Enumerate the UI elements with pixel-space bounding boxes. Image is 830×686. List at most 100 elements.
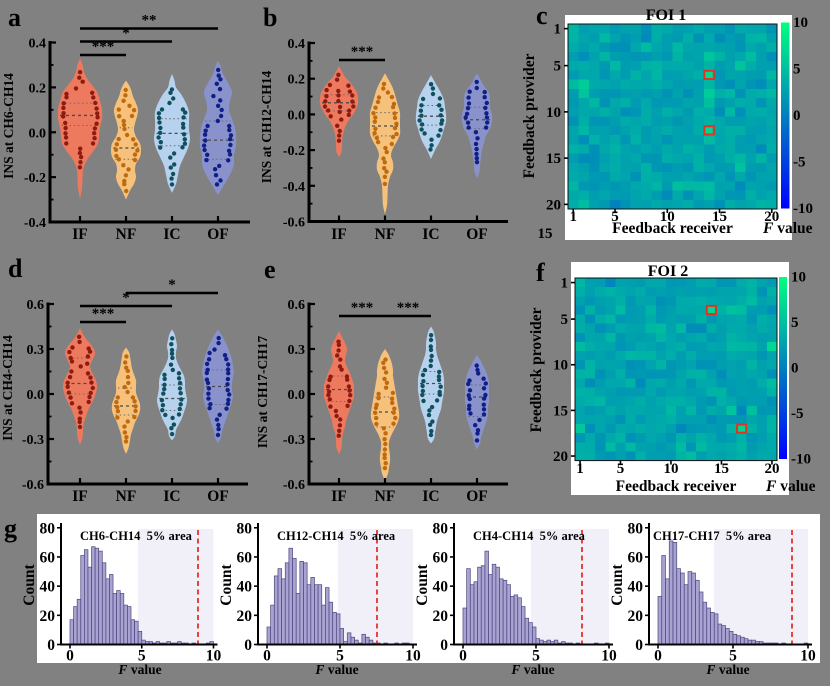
- svg-text:IC: IC: [422, 226, 439, 243]
- svg-text:***: ***: [351, 44, 374, 60]
- svg-text:Count: Count: [21, 563, 38, 605]
- svg-text:F value: F value: [117, 662, 161, 677]
- svg-text:60: 60: [40, 549, 56, 566]
- svg-text:40: 40: [433, 579, 449, 596]
- svg-text:1: 1: [554, 22, 562, 38]
- svg-text:-0.4: -0.4: [283, 180, 305, 195]
- svg-text:60: 60: [628, 549, 644, 566]
- svg-text:15: 15: [712, 209, 727, 225]
- svg-text:0.0: 0.0: [288, 388, 306, 403]
- svg-text:-0.4: -0.4: [24, 216, 46, 231]
- svg-text:20: 20: [433, 608, 449, 625]
- svg-text:10: 10: [601, 648, 617, 665]
- svg-text:0: 0: [440, 637, 448, 654]
- svg-text:IC: IC: [163, 488, 180, 505]
- svg-text:20: 20: [764, 461, 779, 477]
- svg-text:0: 0: [459, 648, 467, 665]
- svg-text:CH6-CH14 5% area: CH6-CH14 5% area: [80, 529, 193, 543]
- svg-text:1: 1: [561, 276, 569, 292]
- svg-text:5: 5: [611, 209, 619, 225]
- svg-text:5: 5: [561, 312, 569, 328]
- svg-text:IF: IF: [72, 226, 88, 243]
- svg-text:Count: Count: [609, 563, 626, 605]
- svg-text:80: 80: [237, 520, 253, 537]
- svg-text:*: *: [168, 277, 176, 293]
- svg-text:-10: -10: [793, 201, 813, 217]
- svg-text:NF: NF: [375, 488, 396, 505]
- svg-text:40: 40: [628, 579, 644, 596]
- svg-text:5: 5: [138, 648, 146, 665]
- svg-text:-0.2: -0.2: [24, 171, 46, 186]
- svg-text:***: ***: [92, 39, 115, 55]
- svg-text:FOI 1: FOI 1: [646, 7, 686, 24]
- svg-text:b: b: [263, 3, 277, 32]
- svg-text:20: 20: [553, 449, 568, 465]
- svg-text:IF: IF: [331, 226, 347, 243]
- svg-text:f: f: [536, 258, 545, 287]
- svg-text:0.0: 0.0: [27, 388, 45, 403]
- svg-text:OF: OF: [466, 488, 488, 505]
- svg-text:5: 5: [793, 62, 801, 78]
- svg-text:IF: IF: [72, 488, 88, 505]
- svg-text:60: 60: [433, 549, 449, 566]
- svg-text:a: a: [8, 3, 21, 32]
- svg-text:10: 10: [553, 358, 568, 374]
- svg-text:20: 20: [40, 608, 56, 625]
- svg-text:IC: IC: [422, 488, 439, 505]
- svg-text:e: e: [264, 255, 276, 284]
- svg-text:60: 60: [237, 549, 253, 566]
- svg-text:5: 5: [617, 461, 625, 477]
- svg-text:Count: Count: [414, 563, 431, 605]
- svg-text:10: 10: [800, 648, 816, 665]
- svg-text:80: 80: [40, 520, 56, 537]
- svg-text:0: 0: [47, 637, 55, 654]
- svg-text:OF: OF: [466, 226, 488, 243]
- svg-text:IF: IF: [331, 488, 347, 505]
- svg-text:0.3: 0.3: [27, 343, 45, 358]
- svg-text:0.2: 0.2: [29, 81, 47, 96]
- svg-text:5: 5: [336, 648, 344, 665]
- svg-text:0.3: 0.3: [288, 343, 306, 358]
- svg-text:40: 40: [40, 579, 56, 596]
- svg-text:0.0: 0.0: [29, 126, 47, 141]
- svg-text:0.6: 0.6: [288, 298, 306, 313]
- svg-text:0: 0: [654, 648, 662, 665]
- svg-text:15: 15: [714, 461, 729, 477]
- svg-text:CH4-CH14 5% area: CH4-CH14 5% area: [473, 529, 586, 543]
- svg-text:15: 15: [553, 403, 568, 419]
- svg-text:10: 10: [791, 270, 806, 286]
- svg-text:0.6: 0.6: [27, 298, 45, 313]
- svg-text:F value: F value: [762, 220, 813, 237]
- svg-text:***: ***: [351, 300, 374, 316]
- svg-text:*: *: [122, 26, 130, 42]
- svg-text:0: 0: [244, 637, 252, 654]
- svg-text:0.0: 0.0: [288, 108, 306, 123]
- svg-text:5: 5: [554, 59, 562, 75]
- svg-text:OF: OF: [207, 226, 229, 243]
- svg-text:0: 0: [263, 648, 271, 665]
- svg-text:0: 0: [793, 108, 801, 124]
- svg-text:20: 20: [237, 608, 253, 625]
- svg-text:INS at CH6-CH14: INS at CH6-CH14: [1, 73, 16, 179]
- svg-text:Feedback provider: Feedback provider: [521, 53, 538, 178]
- svg-text:NF: NF: [116, 488, 137, 505]
- svg-text:F value: F value: [314, 662, 358, 677]
- svg-text:-0.3: -0.3: [283, 433, 305, 448]
- svg-text:*: *: [122, 290, 130, 306]
- svg-text:-0.3: -0.3: [22, 433, 44, 448]
- svg-text:-0.6: -0.6: [283, 478, 305, 493]
- svg-text:5: 5: [791, 315, 799, 331]
- svg-text:-0.6: -0.6: [283, 216, 305, 231]
- svg-text:IC: IC: [163, 226, 180, 243]
- svg-text:d: d: [8, 254, 23, 283]
- svg-text:0.4: 0.4: [288, 37, 306, 52]
- svg-text:-0.2: -0.2: [283, 144, 305, 159]
- svg-text:CH17-CH17 5% area: CH17-CH17 5% area: [653, 529, 772, 543]
- svg-text:20: 20: [764, 209, 779, 225]
- svg-text:c: c: [536, 1, 548, 30]
- svg-text:Feedback provider: Feedback provider: [528, 307, 545, 432]
- svg-text:NF: NF: [116, 226, 137, 243]
- svg-text:10: 10: [546, 105, 561, 121]
- svg-text:10: 10: [793, 15, 808, 31]
- svg-text:10: 10: [663, 461, 678, 477]
